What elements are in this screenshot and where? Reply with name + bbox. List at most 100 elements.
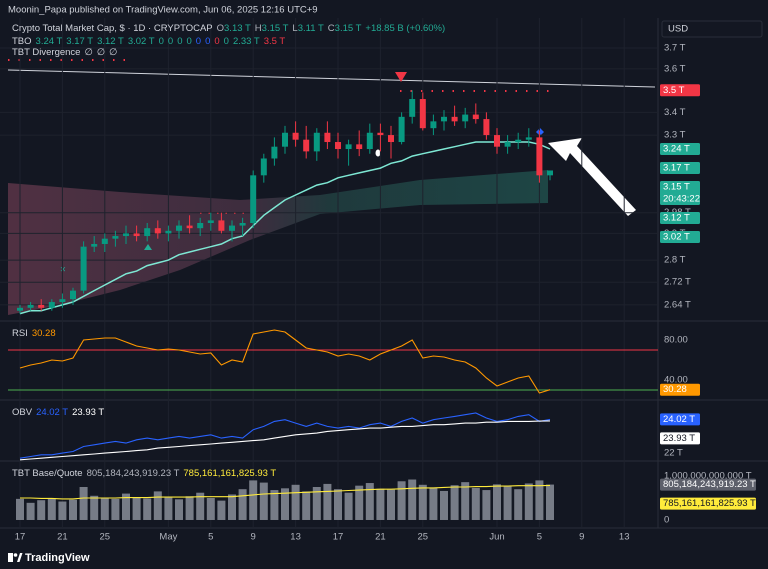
bar bbox=[37, 500, 46, 520]
candle-body bbox=[80, 246, 87, 291]
bar bbox=[408, 479, 417, 520]
legend-value: TBT Divergence bbox=[12, 47, 80, 58]
candle-body bbox=[165, 230, 172, 234]
y-tick-label: 2.72 T bbox=[664, 277, 691, 288]
candle-body bbox=[123, 233, 129, 237]
bar bbox=[47, 497, 56, 520]
bar bbox=[418, 484, 427, 520]
bar bbox=[461, 482, 470, 520]
bar bbox=[206, 497, 215, 520]
candle-body bbox=[419, 99, 426, 129]
series-line bbox=[19, 412, 551, 459]
price-badge bbox=[660, 143, 700, 156]
x-tick-label: Jun bbox=[489, 532, 504, 543]
x-tick-label: 17 bbox=[15, 532, 26, 543]
x-tick-label: 21 bbox=[375, 532, 386, 543]
price-badge-countdown: 20:43:22 bbox=[663, 194, 700, 205]
bar bbox=[238, 489, 247, 520]
price-badge-label: 3.24 T bbox=[663, 144, 690, 155]
series-line bbox=[19, 420, 551, 461]
bar bbox=[122, 493, 130, 520]
legend-value: TBO bbox=[12, 36, 32, 47]
bar bbox=[270, 490, 279, 520]
bar bbox=[217, 500, 226, 520]
arrow-annotation[interactable] bbox=[548, 138, 636, 216]
x-tick-label: 5 bbox=[537, 532, 542, 543]
candle-body bbox=[38, 304, 45, 308]
candle-body bbox=[525, 137, 532, 140]
x-tick-label: 9 bbox=[251, 532, 256, 543]
legend-value: C bbox=[328, 23, 335, 34]
price-badge bbox=[660, 413, 700, 426]
candle-body bbox=[133, 233, 140, 237]
trend-line[interactable] bbox=[7, 69, 656, 88]
legend-value: 0 bbox=[159, 36, 164, 47]
legend-value: RSI bbox=[12, 328, 28, 339]
candle-body bbox=[515, 139, 522, 143]
legend-value: 805,184,243,919.23 T bbox=[87, 468, 180, 479]
candle-body bbox=[441, 116, 447, 122]
legend-value: 3.17 T bbox=[66, 36, 93, 47]
cross-marker: × bbox=[60, 265, 66, 276]
legend-value: 0 bbox=[177, 36, 182, 47]
publisher: Moonin_Papa published on TradingView.com… bbox=[8, 5, 318, 16]
candle-body bbox=[335, 142, 341, 150]
candle-body bbox=[303, 139, 310, 152]
candle-body bbox=[324, 132, 331, 143]
candle-body bbox=[260, 158, 267, 176]
price-badge-label: 23.93 T bbox=[663, 433, 695, 444]
candle-body bbox=[59, 299, 66, 303]
bar bbox=[440, 490, 448, 520]
currency[interactable]: USD bbox=[668, 24, 688, 35]
y-tick-label: 3.4 T bbox=[664, 107, 686, 118]
bar bbox=[482, 490, 491, 520]
candle-body bbox=[48, 302, 55, 308]
currency-box[interactable] bbox=[661, 20, 763, 38]
candle-body bbox=[17, 307, 23, 311]
legend-value: 785,161,161,825.93 T bbox=[183, 468, 276, 479]
legend-value: Crypto Total Market Cap, $ · 1D · CRYPTO… bbox=[12, 23, 213, 34]
candle-body bbox=[356, 144, 363, 150]
candle-body bbox=[483, 119, 490, 136]
price-badge-label: 785,161,161,825.93 T bbox=[663, 498, 756, 509]
candle-body bbox=[366, 132, 373, 150]
bar bbox=[153, 491, 162, 520]
bar bbox=[503, 486, 512, 520]
y-tick-label: 1,000,000,000,000 T bbox=[664, 471, 752, 482]
candle-body bbox=[536, 137, 543, 176]
logo bbox=[8, 553, 23, 562]
bar bbox=[228, 494, 236, 520]
candle-body bbox=[547, 170, 553, 176]
price-badge-label: 3.02 T bbox=[663, 232, 690, 243]
candle-body bbox=[494, 135, 500, 147]
logo-mark bbox=[13, 553, 18, 557]
cloud-band bbox=[8, 170, 548, 315]
candle-body bbox=[27, 304, 34, 308]
legend-value: 0 bbox=[224, 36, 229, 47]
candle-body bbox=[176, 225, 182, 231]
legend-value: O bbox=[217, 23, 224, 34]
bar bbox=[355, 485, 364, 520]
logo-mark bbox=[17, 553, 23, 562]
legend-value: 0 bbox=[196, 36, 201, 47]
bar bbox=[344, 492, 353, 520]
sell-marker bbox=[395, 72, 407, 82]
y-tick-label: 2.64 T bbox=[664, 299, 691, 310]
moving-average bbox=[19, 141, 551, 315]
candle-body bbox=[197, 222, 204, 229]
legend-value: 0 bbox=[168, 36, 173, 47]
candle-body bbox=[377, 132, 384, 136]
buy-marker bbox=[144, 244, 152, 250]
bar bbox=[90, 495, 99, 520]
price-badge-label: 3.15 T bbox=[663, 182, 690, 193]
candle-body bbox=[207, 220, 214, 223]
bar bbox=[493, 484, 501, 520]
candle-body bbox=[345, 144, 352, 150]
legend-value: OBV bbox=[12, 407, 33, 418]
legend: TBO 3.24 T 3.17 T 3.12 T 3.02 T 0 0 0 0 0 0 0 0 2.33 … bbox=[12, 36, 285, 47]
legend-value: L bbox=[292, 23, 297, 34]
candle-body bbox=[398, 116, 405, 143]
bar bbox=[259, 482, 268, 520]
bar bbox=[387, 489, 395, 520]
bar bbox=[471, 487, 480, 520]
